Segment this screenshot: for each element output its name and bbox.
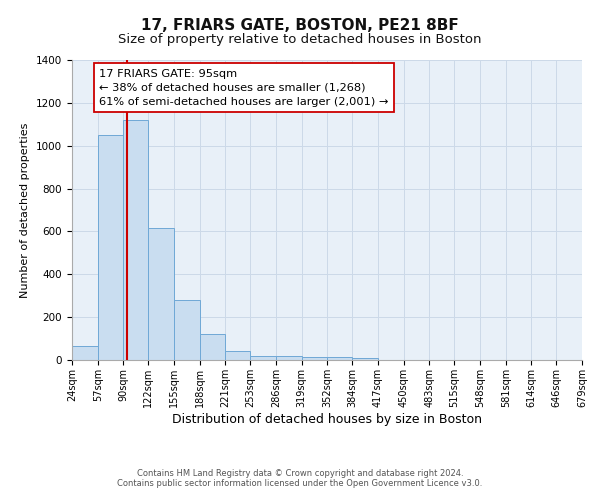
- Bar: [328, 357, 352, 360]
- Bar: [352, 358, 378, 360]
- Bar: [302, 357, 328, 360]
- Bar: [72, 346, 98, 360]
- Bar: [200, 334, 226, 360]
- Text: 17, FRIARS GATE, BOSTON, PE21 8BF: 17, FRIARS GATE, BOSTON, PE21 8BF: [141, 18, 459, 32]
- Bar: [124, 120, 148, 360]
- Bar: [148, 228, 174, 360]
- Bar: [250, 356, 276, 360]
- Text: 17 FRIARS GATE: 95sqm
← 38% of detached houses are smaller (1,268)
61% of semi-d: 17 FRIARS GATE: 95sqm ← 38% of detached …: [99, 68, 389, 106]
- Bar: [276, 356, 302, 360]
- Bar: [226, 352, 250, 360]
- Text: Contains public sector information licensed under the Open Government Licence v3: Contains public sector information licen…: [118, 478, 482, 488]
- X-axis label: Distribution of detached houses by size in Boston: Distribution of detached houses by size …: [172, 412, 482, 426]
- Bar: [98, 135, 124, 360]
- Text: Size of property relative to detached houses in Boston: Size of property relative to detached ho…: [118, 32, 482, 46]
- Bar: [174, 300, 200, 360]
- Y-axis label: Number of detached properties: Number of detached properties: [20, 122, 31, 298]
- Text: Contains HM Land Registry data © Crown copyright and database right 2024.: Contains HM Land Registry data © Crown c…: [137, 468, 463, 477]
